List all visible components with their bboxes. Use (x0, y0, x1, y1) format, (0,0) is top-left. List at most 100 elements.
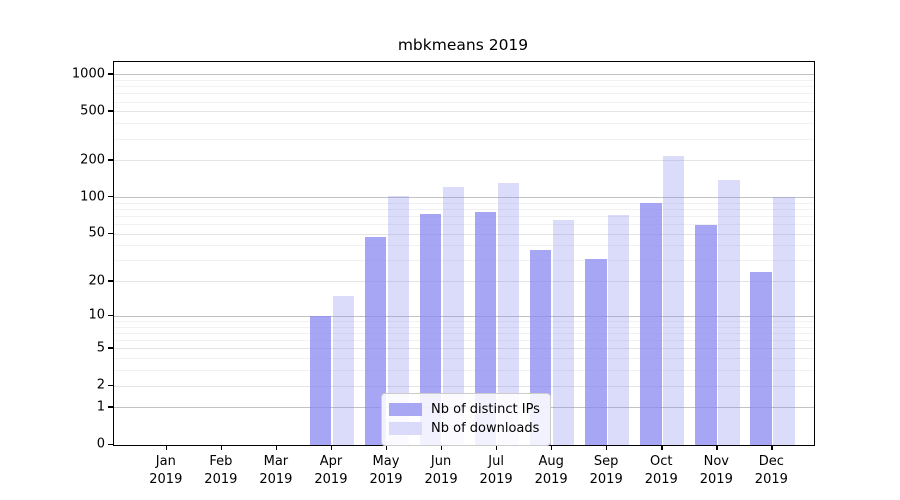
x-tick-label: Nov 2019 (699, 453, 733, 487)
gridline (114, 123, 814, 125)
y-tick-mark (108, 347, 113, 349)
gridline (114, 233, 814, 235)
x-tick-mark (220, 444, 223, 450)
gridline (114, 101, 814, 103)
x-tick-mark (386, 444, 388, 450)
x-tick-mark (275, 444, 278, 450)
y-tick-mark (108, 406, 113, 408)
gridline (114, 79, 814, 81)
gridline (114, 160, 814, 162)
legend: Nb of distinct IPs Nb of downloads (381, 393, 551, 446)
gridline (114, 202, 814, 204)
y-tick-mark (108, 443, 113, 445)
legend-row-downloads: Nb of downloads (389, 419, 540, 438)
gridline (114, 326, 814, 328)
gridline (114, 281, 814, 283)
legend-label-downloads: Nb of downloads (431, 421, 540, 436)
bar-downloads (773, 197, 795, 445)
x-tick-mark (661, 444, 663, 450)
gridline (114, 208, 814, 210)
bar-downloads (552, 219, 575, 445)
x-tick-mark (771, 444, 773, 450)
y-tick-label: 500 (80, 103, 105, 119)
y-tick-label: 50 (88, 225, 105, 241)
legend-swatch-distinct-ips (389, 403, 422, 416)
gridline (114, 74, 814, 76)
x-tick-mark (496, 444, 498, 450)
legend-swatch-downloads (389, 422, 422, 435)
bar-distinct-ips (640, 202, 662, 445)
y-tick-label: 100 (80, 189, 105, 205)
gridline (114, 358, 814, 360)
plot-area: Nb of distinct IPs Nb of downloads (113, 61, 815, 446)
x-tick-label: May 2019 (369, 453, 403, 487)
x-tick-label: Feb 2019 (204, 453, 238, 487)
legend-label-distinct-ips: Nb of distinct IPs (431, 402, 540, 417)
bar-distinct-ips (419, 213, 442, 445)
x-tick-mark (606, 444, 608, 450)
gridline (114, 340, 814, 342)
bar-downloads (497, 183, 520, 445)
gridline (114, 333, 814, 335)
gridline (114, 197, 814, 199)
bar-distinct-ips (364, 237, 387, 445)
x-tick-label: Aug 2019 (534, 453, 568, 487)
gridline (114, 86, 814, 88)
x-tick-mark (551, 444, 553, 450)
y-tick-label: 200 (80, 152, 105, 168)
bar-distinct-ips (750, 272, 772, 445)
x-tick-mark (716, 444, 718, 450)
gridline (114, 385, 814, 387)
x-tick-label: Jul 2019 (479, 453, 513, 487)
bar-distinct-ips (585, 258, 607, 445)
gridline (114, 315, 814, 317)
y-tick-label: 2 (96, 377, 105, 393)
x-tick-mark (441, 444, 443, 450)
bar-distinct-ips (474, 211, 497, 445)
gridline (114, 111, 814, 113)
x-tick-label: Dec 2019 (754, 453, 788, 487)
gridline (114, 260, 814, 262)
gridline (114, 245, 814, 247)
x-tick-label: Oct 2019 (644, 453, 678, 487)
gridline (114, 216, 814, 218)
legend-row-distinct-ips: Nb of distinct IPs (389, 400, 540, 419)
y-tick-mark (108, 159, 113, 161)
y-tick-label: 5 (96, 340, 105, 356)
bar-downloads (718, 180, 740, 445)
gridline (114, 93, 814, 95)
y-tick-mark (108, 280, 113, 282)
y-tick-mark (108, 110, 113, 112)
y-tick-mark (108, 73, 113, 75)
y-tick-label: 1000 (71, 66, 105, 82)
gridline (114, 370, 814, 372)
x-tick-mark (330, 444, 333, 450)
y-tick-mark (108, 196, 113, 198)
bar-distinct-ips (695, 225, 717, 445)
x-tick-mark (165, 444, 168, 450)
y-tick-label: 0 (96, 436, 105, 452)
x-tick-label: Mar 2019 (259, 453, 293, 487)
y-tick-label: 1 (96, 399, 105, 415)
x-tick-label: Sep 2019 (589, 453, 623, 487)
y-tick-mark (108, 232, 113, 235)
y-tick-label: 10 (88, 307, 105, 323)
bar-downloads (442, 187, 465, 445)
y-tick-mark (108, 314, 113, 317)
bar-downloads (332, 295, 355, 445)
x-tick-label: Jan 2019 (149, 453, 183, 487)
x-tick-label: Apr 2019 (314, 453, 348, 487)
bar-downloads (387, 195, 410, 445)
y-tick-mark (108, 384, 113, 386)
y-tick-label: 20 (88, 273, 105, 289)
bar-downloads (662, 155, 685, 445)
gridline (114, 321, 814, 323)
chart-title: mbkmeans 2019 (397, 36, 529, 54)
bar-distinct-ips (309, 316, 332, 445)
x-tick-label: Jun 2019 (424, 453, 458, 487)
gridline (114, 138, 814, 140)
bar-downloads (607, 215, 630, 445)
gridline (114, 224, 814, 226)
gridline (114, 348, 814, 350)
